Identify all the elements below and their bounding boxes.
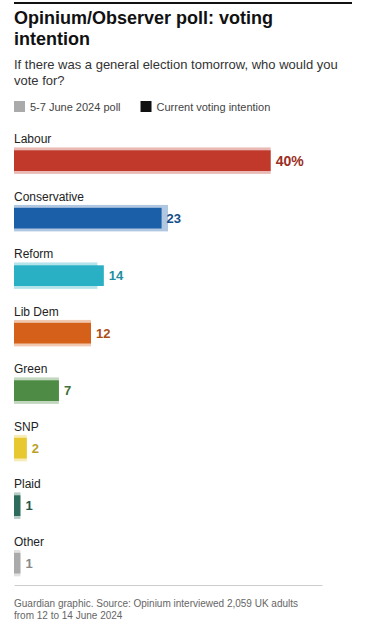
legend-swatch xyxy=(141,101,152,112)
chart: Opinium/Observer poll: votingintention If… xyxy=(0,0,366,629)
bar xyxy=(14,550,20,576)
legend-item: 5-7 June 2024 poll xyxy=(14,101,121,113)
legend: 5-7 June 2024 poll Current voting intenti… xyxy=(14,101,270,113)
data-label: 23 xyxy=(167,211,181,226)
bar xyxy=(14,438,27,459)
subtitle: If there was a general election tomorrow… xyxy=(14,57,338,88)
data-label: 14 xyxy=(109,268,124,283)
data-label: 1 xyxy=(25,498,32,513)
bar xyxy=(14,150,271,171)
bar xyxy=(14,265,104,286)
top-rule xyxy=(14,2,352,4)
bar xyxy=(14,208,162,229)
bar xyxy=(14,377,59,403)
x-axis xyxy=(15,585,323,586)
legend-label: 5-7 June 2024 poll xyxy=(30,101,121,113)
x-axis-line xyxy=(15,585,323,586)
category-label: Reform xyxy=(14,247,53,261)
bar xyxy=(14,435,27,461)
bar xyxy=(14,147,271,173)
category-label: SNP xyxy=(14,420,39,434)
legend-item: Current voting intention xyxy=(141,101,271,113)
data-label: 40% xyxy=(276,153,305,169)
legend-label: Current voting intention xyxy=(157,101,271,113)
bar xyxy=(14,492,20,518)
data-label: 7 xyxy=(64,383,71,398)
bar xyxy=(14,553,20,574)
data-label: 1 xyxy=(25,556,32,571)
category-label: Plaid xyxy=(14,477,41,491)
bar xyxy=(14,495,20,516)
bars xyxy=(14,147,271,576)
bar xyxy=(14,323,91,344)
bar xyxy=(14,380,59,401)
category-label: Lib Dem xyxy=(14,305,59,319)
data-label: 12 xyxy=(96,326,110,341)
footer: Guardian graphic. Source: Opinium interv… xyxy=(14,598,298,621)
data-label: 2 xyxy=(32,441,39,456)
category-label: Green xyxy=(14,362,47,376)
bar xyxy=(14,320,91,346)
category-label: Other xyxy=(14,535,44,549)
category-label: Conservative xyxy=(14,190,84,204)
title: Opinium/Observer poll: votingintention xyxy=(14,8,273,49)
category-label: Labour xyxy=(14,132,51,146)
plot: Labour Conservative Reform Lib Dem Green SNP P… xyxy=(14,132,323,585)
legend-swatch xyxy=(14,101,25,112)
bar xyxy=(14,205,168,231)
